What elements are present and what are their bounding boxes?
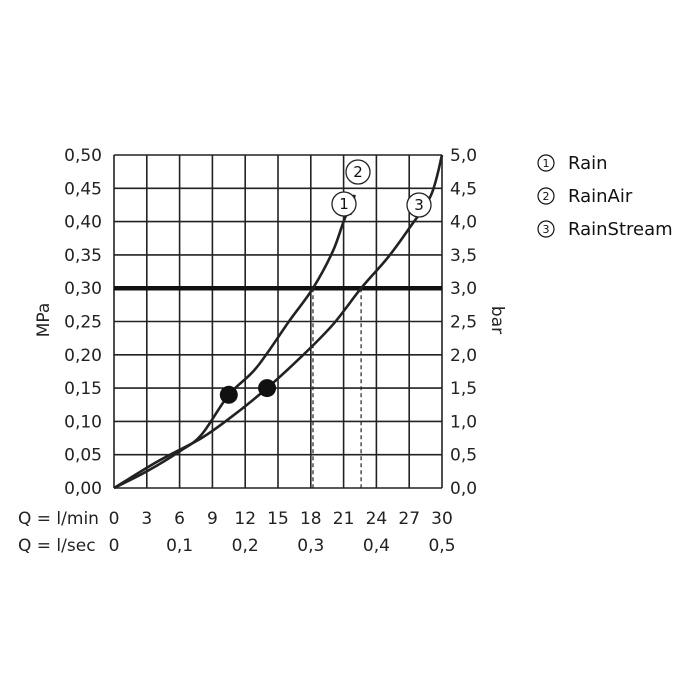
y-left-tick-label: 0,15 [64,379,102,399]
x-lsec-tick-label: 0,5 [428,536,455,556]
curve-marker-number: 2 [353,163,363,181]
legend-label: Rain [568,153,608,174]
y-left-tick-label: 0,40 [64,213,102,233]
y-right-tick-label: 2,0 [450,346,477,366]
operating-points [219,379,277,404]
x-lmin-tick-label: 21 [333,509,355,529]
y-left-axis-title: MPa [34,303,54,338]
series-line-rainstream [113,154,444,490]
series-line-rain [113,194,356,490]
series-group: 12 3 [113,154,444,490]
x-lsec-tick-label: 0,3 [297,536,324,556]
y-left-tick-label: 0,20 [64,346,102,366]
y-left-tick-label: 0,30 [64,279,102,299]
x-lmin-tick-label: 0 [109,509,120,529]
reference-line-group [114,285,442,488]
x-lmin-tick-label: 12 [234,509,256,529]
y-left-tick-label: 0,10 [64,412,102,432]
y-right-tick-label: 4,5 [450,179,477,199]
curve-marker-circle [345,159,371,185]
curve-marker-number: 3 [414,196,424,214]
y-right-axis-title: bar [487,306,507,334]
legend-item: 2 RainAir [537,186,633,207]
x-lmin-tick-label: 3 [141,509,152,529]
y-right-tick-label: 2,5 [450,313,477,333]
y-left-tick-label: 0,05 [64,446,102,466]
y-left-tick-label: 0,00 [64,479,102,499]
y-right-tick-label: 0,5 [450,446,477,466]
y-left-tick-label: 0,25 [64,313,102,333]
y-right-tick-label: 3,5 [450,246,477,266]
x-lmin-tick-label: 15 [267,509,289,529]
y-right-tick-label: 0,0 [450,479,477,499]
x-lmin-tick-label: 30 [431,509,453,529]
x-lmin-tick-label: 6 [174,509,185,529]
x-lsec-tick-label: 0,2 [232,536,259,556]
legend-number: 2 [543,190,550,203]
y-left-tick-label: 0,45 [64,179,102,199]
operating-point [258,379,277,398]
y-right-tick-label: 1,0 [450,412,477,432]
x-lsec-tick-label: 0,4 [363,536,390,556]
x-lmin-tick-label: 18 [300,509,322,529]
legend-number: 3 [543,223,550,236]
x-lsec-tick-label: 0 [109,536,120,556]
curve-marker-circle [406,192,432,218]
legend: 1 Rain 2 RainAir 3 RainStream [537,153,673,240]
legend-item: 3 RainStream [537,219,673,240]
y-left-tick-label: 0,50 [64,146,102,166]
grid [113,154,443,489]
y-right-tick-label: 1,5 [450,379,477,399]
legend-item: 1 Rain [537,153,608,174]
curve-marker-number: 1 [339,195,349,213]
x-lmin-tick-label: 24 [366,509,388,529]
legend-label: RainAir [568,186,633,207]
tick-labels: 0,000,050,100,150,200,250,300,350,400,45… [64,146,477,556]
curve-marker-circle [331,191,357,217]
operating-point [219,385,238,404]
x-axis-lmin-title: Q = l/min [18,509,99,529]
legend-number: 1 [543,157,550,170]
legend-label: RainStream [568,219,673,240]
y-right-tick-label: 5,0 [450,146,477,166]
x-lsec-tick-label: 0,1 [166,536,193,556]
x-axis-lsec-title: Q = l/sec [18,536,96,556]
x-lmin-tick-label: 9 [207,509,218,529]
y-right-tick-label: 4,0 [450,213,477,233]
y-left-tick-label: 0,35 [64,246,102,266]
x-lmin-tick-label: 27 [398,509,420,529]
y-right-tick-label: 3,0 [450,279,477,299]
